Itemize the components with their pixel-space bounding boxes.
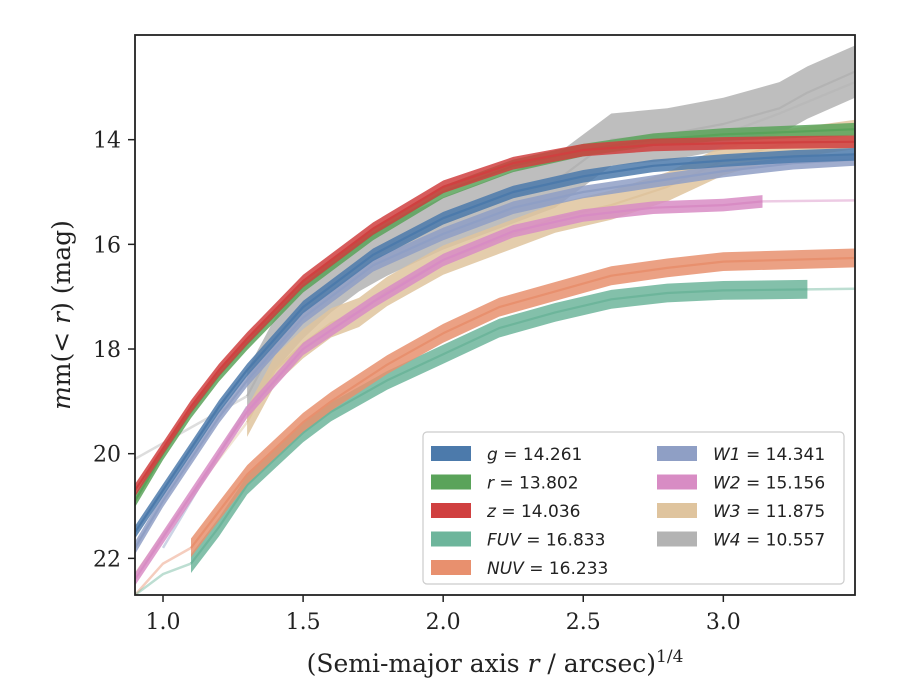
legend-label-w3: W3 = 11.875 [713,502,825,522]
legend-swatch-w2 [657,474,697,490]
series-band-fuv [191,279,808,573]
x-axis-label: (Semi-major axis r / arcsec)1/4 [307,647,684,678]
y-tick-label: 14 [93,129,121,154]
legend-swatch-w1 [657,446,697,461]
legend-box [422,431,845,585]
series-band-nuv [191,248,855,558]
legend-label-g: g = 14.261 [487,445,582,465]
y-tick-label: 22 [93,547,121,572]
x-tick-label: 2.5 [566,610,601,635]
legend-swatch-z [431,503,471,518]
x-tick-label: 2.0 [426,610,461,635]
legend-label-r: r = 13.802 [487,474,579,494]
legend-swatch-g [431,446,471,461]
y-tick-label: 18 [93,338,121,363]
series-line-z [135,140,855,491]
y-axis-label: mm(< r) (mag) [47,220,76,410]
legend-label-nuv: NUV = 16.233 [487,559,608,579]
legend-swatch-nuv [431,560,471,575]
series-line-w2 [135,200,763,580]
series-band-r [135,122,855,508]
series-line-w1 [135,158,855,549]
legend-label-fuv: FUV = 16.833 [487,531,605,551]
legend-swatch-fuv [431,531,471,547]
series-line-g [135,153,855,533]
axis-ticks: 1.0 1.5 2.0 2.5 3.0 14 16 18 20 22 [93,129,741,635]
faint-line-fuv-2 [135,562,192,595]
y-tick-label: 20 [93,443,121,468]
plot-frame [134,34,856,596]
plot-area [135,45,855,595]
legend-label-w4: W4 = 10.557 [713,531,825,551]
legend-label-w1: W1 = 14.341 [713,445,825,465]
faint-line-w2-5 [762,199,855,203]
x-tick-label: 1.5 [286,610,321,635]
y-tick-label: 16 [93,233,121,258]
legend-label-w2: W2 = 15.156 [713,474,825,494]
series-line-nuv [190,256,855,549]
legend: g = 14.261 r = 13.802 z = 14.036 FUV = 16.8… [422,431,845,585]
x-tick-label: 3.0 [706,610,741,635]
legend-label-z: z = 14.036 [486,502,580,522]
faint-line-fuv-6 [807,287,855,291]
x-tick-label: 1.0 [146,610,181,635]
series-line-fuv [190,288,808,565]
legend-swatch-w4 [657,531,697,547]
legend-swatch-r [431,474,471,490]
faint-line-nuv-1 [135,546,192,595]
legend-swatch-w3 [657,503,697,518]
